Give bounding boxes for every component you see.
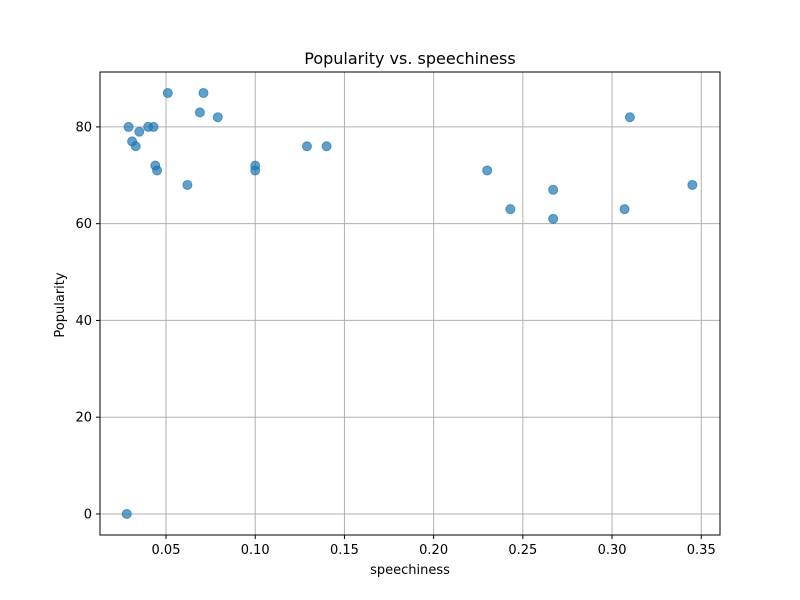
scatter-point [162,88,173,99]
y-tick-label: 80 [75,120,92,135]
scatter-point [301,141,312,152]
scatter-point [619,204,630,215]
x-tick-label: 0.25 [508,543,537,558]
scatter-point [321,141,332,152]
scatter-point [121,508,132,519]
x-tick-label: 0.15 [330,543,359,558]
x-axis-label: speechiness [370,563,450,578]
scatter-point [130,141,141,152]
scatter-point [198,88,209,99]
scatter-point [687,179,698,190]
scatter-point [548,213,559,224]
y-tick-label: 0 [84,507,92,522]
plot-area-frame [99,71,721,536]
x-tick-label: 0.10 [241,543,270,558]
y-axis-ticks: 0 20 40 60 80 [75,120,100,522]
x-axis-ticks: 0.05 0.10 0.15 0.20 0.25 0.30 0.35 [152,535,716,558]
scatter-point [148,121,159,132]
scatter-point [212,112,223,123]
grid-lines [100,72,720,535]
scatter-point [505,204,516,215]
scatter-point [624,112,635,123]
scatter-point [482,165,493,176]
x-tick-label: 0.30 [598,543,627,558]
y-axis-label: Popularity [53,272,68,337]
y-tick-label: 20 [75,411,92,426]
y-tick-label: 40 [75,314,92,329]
y-tick-label: 60 [75,217,92,232]
scatter-point [152,165,163,176]
x-tick-label: 0.05 [152,543,181,558]
scatter-point [548,184,559,195]
scatter-point [134,126,145,137]
scatter-point [194,107,205,118]
scatter-point [250,165,261,176]
data-points [121,88,698,519]
scatter-point [123,121,134,132]
chart-title: Popularity vs. speechiness [304,49,515,68]
scatter-point [182,179,193,190]
x-tick-label: 0.35 [687,543,716,558]
x-tick-label: 0.20 [419,543,448,558]
